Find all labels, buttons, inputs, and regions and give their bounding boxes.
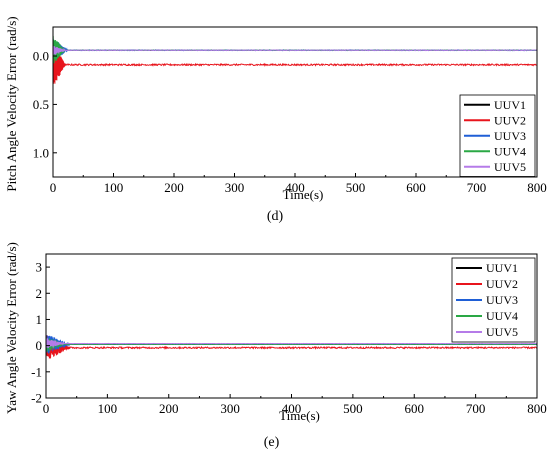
chart-panel-1: 0 100 200 300 400 500 600 700 800 3 2 1 0 -1 -2 Time(s)… bbox=[4, 242, 547, 450]
y-tick-label: 0.0 bbox=[33, 49, 49, 64]
x-tick-label: 500 bbox=[346, 180, 366, 195]
x-tick-label: 400 bbox=[285, 180, 305, 195]
y-tick-label: 0 bbox=[36, 338, 43, 353]
x-tick-label: 600 bbox=[405, 401, 425, 416]
chart-panel-0: 0 100 200 300 400 500 600 700 800 0.0 0.5 1.0 Time(s… bbox=[4, 16, 547, 224]
legend-label: UUV3 bbox=[494, 129, 526, 143]
y-axis-title: Pitch Angle Velocity Error (rad/s) bbox=[4, 16, 19, 191]
y-tick-label: -2 bbox=[31, 391, 42, 406]
x-tick-label: 300 bbox=[225, 180, 245, 195]
panel-caption: (d) bbox=[267, 209, 284, 224]
legend-label: UUV4 bbox=[486, 309, 518, 323]
x-axis-title: Time(s) bbox=[279, 408, 320, 423]
x-axis-title: Time(s) bbox=[283, 187, 324, 202]
legend-label: UUV3 bbox=[486, 293, 518, 307]
x-tick-label: 700 bbox=[466, 401, 486, 416]
series-line-uuv2 bbox=[52, 42, 538, 84]
legend-label: UUV2 bbox=[494, 113, 526, 127]
x-tick-label: 800 bbox=[527, 401, 547, 416]
legend-label: UUV2 bbox=[486, 277, 518, 291]
panel-caption: (e) bbox=[264, 435, 280, 450]
legend-label: UUV4 bbox=[494, 144, 526, 158]
legend-label: UUV1 bbox=[486, 261, 518, 275]
x-tick-label: 300 bbox=[220, 401, 240, 416]
y-tick-label: -1 bbox=[31, 364, 42, 379]
y-tick-label: 3 bbox=[36, 260, 43, 275]
x-tick-label: 600 bbox=[406, 180, 426, 195]
x-tick-label: 400 bbox=[282, 401, 302, 416]
y-tick-label: 1.0 bbox=[33, 145, 49, 160]
series-line-uuv3 bbox=[52, 38, 538, 60]
series-line-uuv5 bbox=[45, 337, 538, 349]
x-tick-label: 200 bbox=[159, 401, 179, 416]
x-tick-label: 200 bbox=[164, 180, 184, 195]
legend: UUV1 UUV2 UUV3 UUV4 UUV5 bbox=[451, 257, 536, 343]
y-tick-label: 1 bbox=[36, 312, 43, 327]
series-line-uuv5 bbox=[52, 45, 538, 56]
legend-label: UUV5 bbox=[486, 325, 518, 339]
x-tick-label: 700 bbox=[467, 180, 487, 195]
legend-label: UUV5 bbox=[494, 160, 526, 174]
x-tick-label: 0 bbox=[50, 180, 57, 195]
x-tick-label: 100 bbox=[98, 401, 118, 416]
y-tick-label: 2 bbox=[36, 286, 43, 301]
x-tick-label: 800 bbox=[527, 180, 547, 195]
y-axis-title: Yaw Angle Velocity Error (rad/s) bbox=[4, 242, 19, 414]
x-tick-label: 100 bbox=[104, 180, 124, 195]
legend-label: UUV1 bbox=[494, 98, 526, 112]
y-tick-label: 0.5 bbox=[33, 97, 49, 112]
x-tick-label: 500 bbox=[343, 401, 363, 416]
x-tick-label: 0 bbox=[43, 401, 50, 416]
